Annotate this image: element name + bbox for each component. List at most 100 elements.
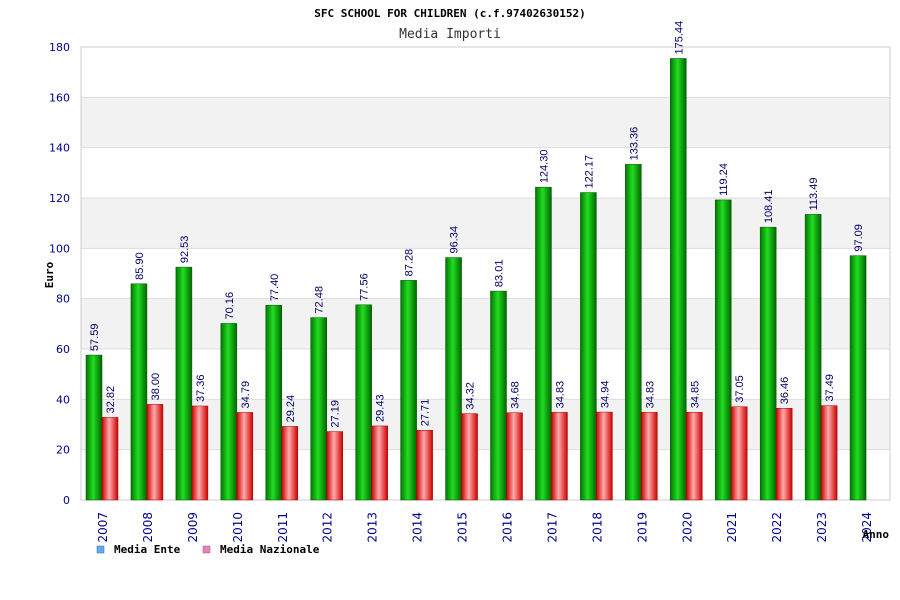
value-label: 34.83 — [554, 381, 566, 409]
bar-media-nazionale-2010 — [236, 412, 254, 501]
plot-band — [81, 97, 890, 148]
x-tick-label: 2018 — [590, 512, 604, 543]
value-label: 34.83 — [644, 381, 656, 409]
x-tick-label: 2011 — [276, 512, 290, 543]
x-tick-label: 2020 — [680, 512, 694, 543]
bar-media-nazionale-2008 — [146, 404, 164, 501]
x-tick-label: 2007 — [96, 512, 110, 543]
value-label: 34.68 — [510, 381, 522, 409]
x-axis-label: Anno — [863, 528, 890, 541]
x-tick-label: 2009 — [186, 512, 200, 543]
value-label: 77.56 — [359, 273, 371, 301]
value-label: 34.79 — [240, 381, 252, 409]
value-label: 175.44 — [673, 21, 685, 55]
bar-media-nazionale-2019 — [641, 412, 658, 501]
value-label: 72.48 — [314, 286, 326, 314]
value-label: 37.05 — [734, 375, 746, 403]
value-label: 122.17 — [583, 155, 595, 189]
plot-band — [81, 349, 890, 400]
y-tick-label: 140 — [49, 142, 70, 155]
bar-media-ente-2015 — [445, 257, 462, 501]
bar-media-ente-2009 — [175, 266, 193, 501]
y-tick-label: 180 — [49, 41, 70, 54]
bar-media-ente-2018 — [580, 192, 597, 501]
plot-band — [81, 449, 890, 500]
plot-area — [80, 46, 891, 501]
x-tick-label: 2023 — [815, 512, 829, 543]
x-tick-label: 2016 — [501, 512, 515, 543]
value-label: 119.24 — [718, 163, 730, 196]
value-labels: 57.59 32.82 85.90 38.00 92.53 37.36 70.16 34.79… — [89, 21, 865, 428]
x-axis-ticks: 2007 2008 2009 2010 2011 2012 2013 2014 2015 2016… — [96, 512, 874, 543]
plot-band — [81, 147, 890, 198]
bar-media-ente-2022 — [759, 226, 777, 501]
bar-media-nazionale-2012 — [326, 431, 343, 501]
bar-media-nazionale-2014 — [416, 430, 433, 501]
value-label: 92.53 — [179, 236, 191, 264]
value-label: 108.41 — [763, 190, 775, 224]
value-label: 29.24 — [285, 395, 297, 423]
x-tick-label: 2017 — [545, 512, 559, 543]
bar-media-nazionale-2013 — [371, 425, 388, 501]
value-label: 37.49 — [824, 374, 836, 402]
bar-media-ente-2010 — [220, 323, 238, 501]
y-tick-label: 160 — [49, 91, 70, 104]
bar-media-nazionale-2022 — [775, 407, 793, 501]
value-label: 87.28 — [404, 249, 416, 277]
bar-media-nazionale-2023 — [820, 405, 838, 501]
bar-media-nazionale-2011 — [281, 426, 299, 501]
x-tick-label: 2014 — [411, 512, 425, 543]
bar-media-nazionale-2021 — [730, 406, 748, 501]
y-axis-label: Euro — [43, 261, 56, 288]
plot-band — [81, 198, 890, 249]
bar-media-nazionale-2017 — [551, 412, 568, 501]
value-label: 83.01 — [494, 260, 506, 288]
bars — [85, 58, 867, 501]
x-tick-label: 2015 — [456, 512, 470, 543]
plot-bands — [81, 47, 890, 500]
value-label: 34.32 — [465, 382, 477, 410]
bar-media-ente-2008 — [130, 283, 148, 501]
value-label: 133.36 — [628, 127, 640, 161]
bar-media-ente-2016 — [490, 290, 507, 501]
legend-label-media-ente: Media Ente — [114, 543, 181, 556]
bar-media-nazionale-2007 — [101, 417, 119, 501]
bar-media-ente-2013 — [355, 304, 372, 501]
chart-title: SFC SCHOOL FOR CHILDREN (c.f.97402630152… — [314, 7, 586, 20]
y-tick-label: 80 — [56, 293, 70, 306]
value-label: 29.43 — [375, 394, 387, 422]
chart-subtitle: Media Importi — [399, 27, 501, 42]
value-label: 124.30 — [538, 150, 550, 184]
value-label: 38.00 — [150, 373, 162, 401]
bar-media-ente-2014 — [400, 280, 417, 501]
x-tick-label: 2013 — [366, 512, 380, 543]
plot-band — [81, 248, 890, 299]
bar-media-ente-2020 — [670, 58, 687, 501]
x-tick-label: 2021 — [725, 512, 739, 543]
y-tick-label: 0 — [63, 494, 70, 507]
value-label: 34.85 — [689, 381, 701, 409]
x-tick-label: 2019 — [635, 512, 649, 543]
bar-media-ente-2012 — [310, 317, 327, 501]
value-label: 96.34 — [449, 226, 461, 254]
bar-media-ente-2017 — [535, 186, 552, 501]
bar-media-nazionale-2016 — [506, 412, 523, 501]
value-label: 34.94 — [599, 381, 611, 409]
bar-media-nazionale-2018 — [596, 411, 613, 501]
bar-media-ente-2019 — [625, 164, 642, 501]
x-tick-label: 2024 — [860, 512, 874, 543]
x-tick-label: 2008 — [141, 512, 155, 543]
x-tick-label: 2010 — [231, 512, 245, 543]
bar-media-ente-2023 — [804, 214, 822, 501]
bar-media-ente-2024 — [849, 255, 867, 501]
x-tick-label: 2012 — [321, 512, 335, 543]
value-label: 97.09 — [853, 224, 865, 252]
y-tick-label: 120 — [49, 192, 70, 205]
value-label: 57.59 — [89, 324, 101, 352]
x-tick-label: 2022 — [770, 512, 784, 543]
plot-band — [81, 47, 890, 98]
legend-swatch-media-nazionale — [202, 545, 211, 554]
legend-swatch-media-ente — [96, 545, 105, 554]
value-label: 77.40 — [269, 274, 281, 302]
